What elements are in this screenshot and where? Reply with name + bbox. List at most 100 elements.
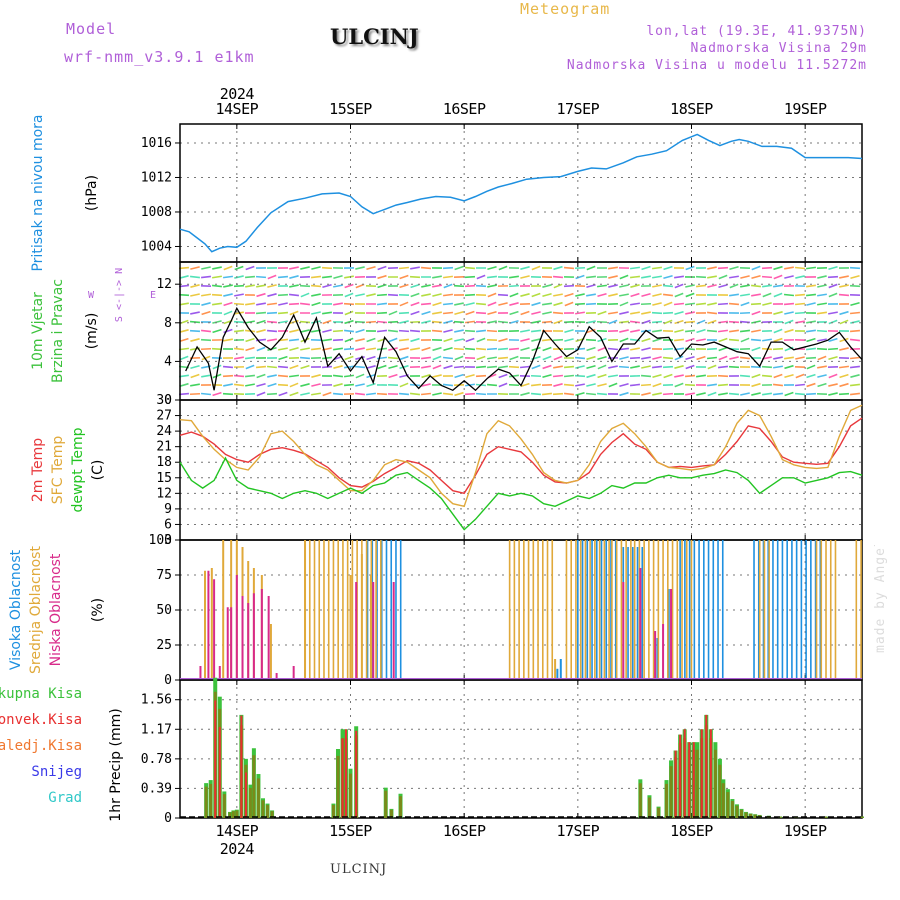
wind-barb — [201, 293, 211, 297]
y-tick-label: 0 — [164, 393, 172, 408]
wind-barb — [498, 382, 508, 388]
wind-barb — [608, 284, 618, 288]
wind-barb — [300, 266, 310, 270]
wind-barb — [552, 338, 564, 342]
wind-barb — [288, 338, 300, 342]
wind-barb — [212, 364, 222, 370]
wind-barb — [355, 383, 365, 387]
wind-barb — [662, 392, 674, 396]
wind-barb — [189, 320, 201, 324]
total-precip-inner — [209, 783, 213, 818]
wind-barb — [629, 383, 641, 387]
wind-barb — [421, 365, 431, 369]
wind-barb — [553, 283, 563, 289]
panel-wind: 0 4 8 12 — [156, 261, 863, 408]
wind-barb — [586, 355, 596, 361]
total-precip-inner — [204, 786, 208, 818]
wind-barb — [443, 337, 453, 343]
wind-barb — [641, 311, 651, 315]
wind-barb — [245, 383, 255, 387]
wind-barb — [421, 383, 431, 387]
wind-barb — [706, 347, 718, 351]
wind-barb — [795, 356, 805, 360]
wind-barb — [520, 310, 530, 316]
wind-barb — [707, 364, 717, 370]
wind-barb — [575, 391, 585, 397]
wind-barb — [652, 392, 662, 396]
wind-barb — [773, 365, 783, 369]
bottom-year-label: 2024 — [220, 840, 255, 858]
wind-barb — [674, 275, 684, 279]
y-tick-label: 18 — [156, 455, 172, 470]
wind-barb — [322, 284, 332, 288]
wind-barb — [850, 301, 860, 307]
wind-barb — [838, 392, 850, 396]
y-tick-label: 1004 — [141, 239, 172, 254]
wind-barb — [739, 356, 751, 360]
wind-barb — [849, 356, 861, 360]
wind-barb — [486, 275, 498, 279]
wind-barb — [773, 373, 783, 379]
wind-barb — [783, 302, 795, 306]
wind-barb — [212, 328, 222, 334]
top-day-label: 15SEP — [329, 100, 372, 118]
wind-barb — [541, 392, 553, 396]
wind-barb — [629, 320, 641, 324]
wind-barb — [465, 374, 475, 378]
wind-barb — [399, 364, 409, 370]
wind-barb — [695, 284, 707, 288]
wind-barb — [553, 301, 563, 307]
wind-barb — [651, 320, 663, 324]
wind-barb — [784, 364, 794, 370]
precip-legend-item: Zaledj.Kisa — [0, 738, 82, 754]
wind-barb — [245, 284, 255, 288]
wind-barb — [256, 346, 266, 352]
wind-barb — [817, 311, 827, 315]
y-tick-label: 12 — [156, 277, 172, 292]
wind-barb — [311, 266, 321, 270]
wind-barb — [399, 320, 409, 324]
total-precip-inner — [266, 805, 270, 818]
wind-barb — [641, 275, 651, 279]
wind-dir-west: W — [88, 290, 95, 301]
wind-barb — [530, 374, 542, 378]
wind-barb — [850, 392, 860, 396]
wind-barb — [509, 374, 519, 378]
wind-barb — [464, 275, 476, 279]
y-tick-label: 21 — [156, 440, 172, 455]
wind-barb — [498, 302, 508, 306]
wind-barb — [531, 364, 541, 370]
precip-legend-item: Konvek.Kisa — [0, 712, 82, 728]
wind-barb — [761, 347, 773, 351]
y-tick-label: 1.17 — [141, 722, 172, 737]
wind-barb — [552, 392, 564, 396]
wind-barb — [740, 337, 750, 343]
wind-barb — [487, 292, 497, 298]
wind-barb — [564, 301, 574, 307]
wind-barb — [597, 292, 607, 298]
total-precip-inner — [261, 800, 265, 818]
wind-barb — [652, 266, 662, 270]
wind-axis-label-2: Brzina i Pravac — [50, 279, 66, 383]
wind-barb — [607, 347, 619, 351]
wind-barb — [838, 293, 850, 297]
wind-barb — [289, 364, 299, 370]
wind-barb — [673, 302, 685, 306]
total-precip-inner — [860, 816, 864, 818]
total-precip-inner — [638, 783, 642, 818]
wind-barb — [541, 338, 553, 342]
wind-barb — [333, 347, 343, 351]
wind-barb — [245, 364, 255, 370]
wind-barb — [277, 374, 289, 378]
wind-barb — [574, 302, 586, 306]
wind-barb — [641, 292, 651, 298]
total-precip-inner — [331, 805, 335, 818]
wind-barb — [784, 275, 794, 279]
top-year-label: 2024 — [220, 85, 255, 103]
wind-barb — [234, 293, 244, 297]
wind-barb — [289, 391, 299, 397]
wind-barb — [377, 364, 387, 370]
wind-barb — [190, 293, 200, 297]
wind-barb — [487, 284, 497, 288]
total-precip-inner — [740, 809, 744, 818]
